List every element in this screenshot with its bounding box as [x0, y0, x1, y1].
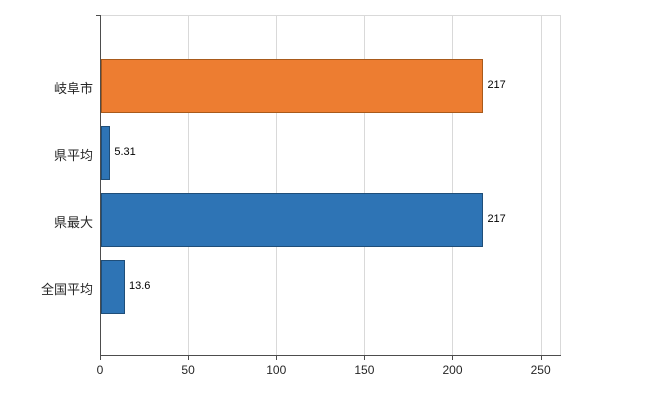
bar-value-label: 217: [487, 79, 506, 92]
category-label: 県平均: [53, 148, 93, 164]
bar-2: [101, 126, 111, 181]
category-label: 全国平均: [40, 281, 93, 297]
category-label: 岐阜市: [53, 81, 93, 97]
bar-1: [101, 59, 484, 114]
x-tick-label: 0: [96, 363, 104, 377]
x-tick-label: 100: [266, 363, 287, 377]
x-axis-tick: [100, 355, 101, 360]
bar-value-label: 217: [487, 212, 506, 225]
y-axis-line: [100, 15, 101, 355]
x-tick-label: 150: [354, 363, 375, 377]
category-label: 県最大: [53, 214, 93, 230]
bar-value-label: 5.31: [114, 146, 136, 159]
bar-3: [101, 192, 484, 247]
grid-line: [276, 15, 278, 355]
y-axis-tick: [96, 15, 101, 16]
bar-4: [101, 259, 125, 314]
x-axis-tick: [540, 355, 542, 360]
x-tick-label: 50: [181, 363, 195, 377]
x-axis-line: [100, 355, 561, 356]
grid-line: [188, 15, 190, 355]
x-axis-tick: [276, 355, 278, 360]
grid-line: [540, 15, 542, 355]
grid-line: [364, 15, 366, 355]
bar-value-label: 13.6: [128, 279, 151, 292]
x-axis-tick: [452, 355, 454, 360]
x-axis-tick: [364, 355, 366, 360]
x-tick-label: 250: [530, 363, 551, 377]
x-axis-tick: [188, 355, 190, 360]
grid-line: [452, 15, 454, 355]
x-tick-label: 200: [442, 363, 463, 377]
plot-area-frame: [100, 15, 561, 356]
